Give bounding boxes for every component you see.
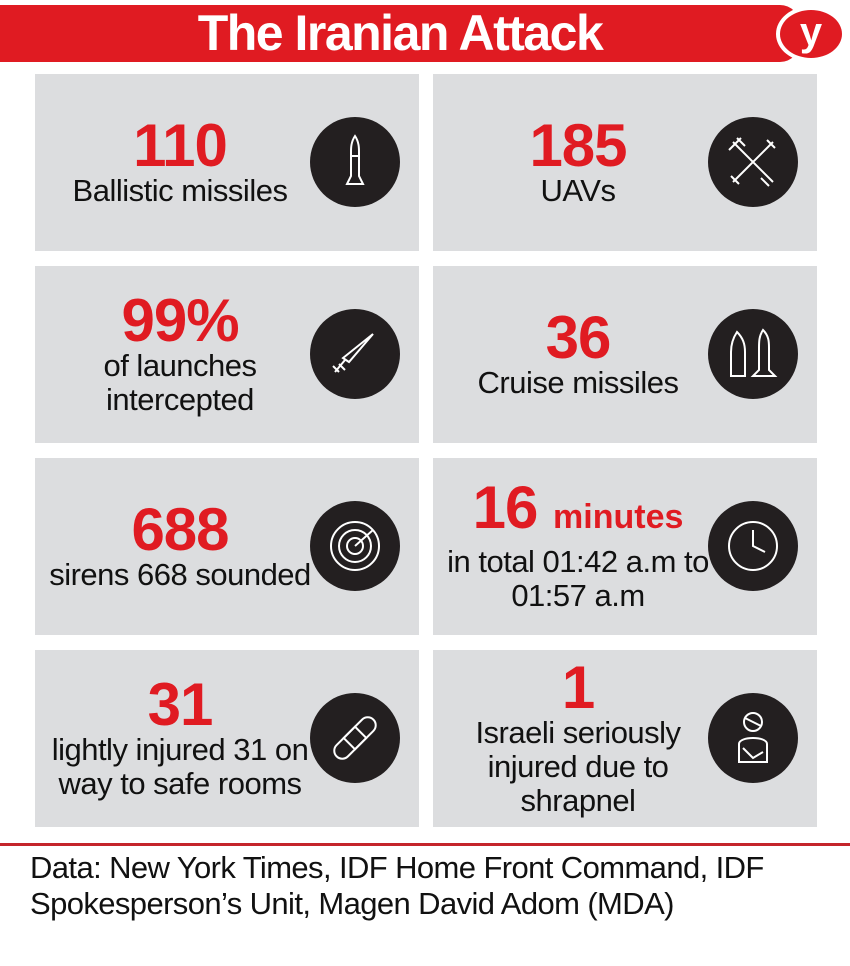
stat-card: 31 lightly injured 31 on way to safe roo… <box>35 650 419 827</box>
stat-value: 110 <box>133 111 228 179</box>
stat-text: 36 Cruise missiles <box>433 266 723 443</box>
stat-value: 36 <box>545 303 612 371</box>
radar-icon <box>310 501 400 591</box>
interceptor-missile-icon <box>310 309 400 399</box>
stat-unit: minutes <box>553 498 684 536</box>
stat-text: 16 minutes in total 01:42 a.m to 01:57 a… <box>433 458 723 635</box>
stat-value: 16 <box>472 474 539 541</box>
cruise-missile-icon <box>708 309 798 399</box>
bandage-icon <box>310 693 400 783</box>
stat-card: 110 Ballistic missiles <box>35 74 419 251</box>
stat-card: 36 Cruise missiles <box>433 266 817 443</box>
stat-card: 99% of launches intercepted <box>35 266 419 443</box>
stat-number: 185 <box>529 115 627 175</box>
source-note: Data: New York Times, IDF Home Front Com… <box>30 850 764 921</box>
stat-number: 688 <box>131 499 229 559</box>
page-title: The Iranian Attack <box>197 5 604 61</box>
stat-label: Israeli seriously injured due to shrapne… <box>475 714 681 818</box>
stat-card: 185 UAVs <box>433 74 817 251</box>
stat-value: 99% <box>121 286 239 354</box>
stat-number: 99% <box>121 290 239 350</box>
stat-value: 185 <box>529 111 627 179</box>
stat-label: lightly injured 31 on way to safe rooms <box>51 731 309 801</box>
drone-icon <box>708 117 798 207</box>
stat-text: 110 Ballistic missiles <box>35 74 325 251</box>
stat-value: 688 <box>131 495 229 563</box>
stat-number: 36 <box>546 307 612 367</box>
stat-text: 31 lightly injured 31 on way to safe roo… <box>35 650 325 827</box>
divider <box>0 843 850 846</box>
stat-number: 110 <box>133 115 228 175</box>
ballistic-missile-icon <box>310 117 400 207</box>
stat-number: 16 minutes <box>473 478 684 545</box>
stat-label: of launches intercepted <box>103 347 257 417</box>
stat-number: 31 <box>148 674 214 734</box>
title-banner: The Iranian Attack <box>0 5 800 62</box>
stat-label: sirens 668 sounded <box>49 556 311 592</box>
stat-text: 99% of launches intercepted <box>35 266 325 443</box>
stat-card: 688 sirens 668 sounded <box>35 458 419 635</box>
stat-label: UAVs <box>540 172 616 208</box>
stat-text: 185 UAVs <box>433 74 723 251</box>
ynet-logo: y <box>776 6 846 62</box>
injured-person-icon <box>708 693 798 783</box>
clock-icon <box>708 501 798 591</box>
stat-label: Ballistic missiles <box>72 172 288 208</box>
stat-text: 688 sirens 668 sounded <box>35 458 325 635</box>
stat-label: Cruise missiles <box>477 364 679 400</box>
stat-card: 1 Israeli seriously injured due to shrap… <box>433 650 817 827</box>
stat-card: 16 minutes in total 01:42 a.m to 01:57 a… <box>433 458 817 635</box>
stat-value: 31 <box>147 670 214 738</box>
stat-value: 1 <box>561 653 595 721</box>
stat-number: 1 <box>562 657 595 717</box>
stat-label: in total 01:42 a.m to 01:57 a.m <box>447 544 709 613</box>
stat-text: 1 Israeli seriously injured due to shrap… <box>433 650 723 827</box>
